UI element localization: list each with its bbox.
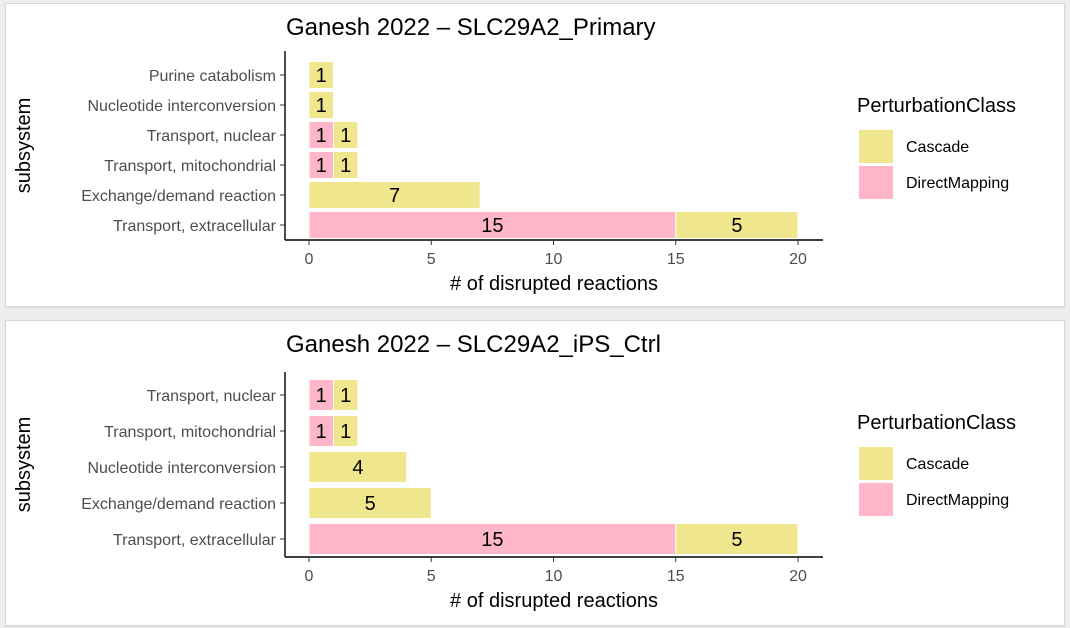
- x-tick-label: 5: [427, 568, 436, 585]
- x-tick-label: 15: [667, 251, 685, 268]
- bar-segment: [308, 451, 408, 483]
- chart-panel-ips-ctrl: Ganesh 2022 – SLC29A2_iPS_Ctrl 1 1 Transpor…: [5, 320, 1065, 626]
- bar-segment: [332, 151, 359, 179]
- bar-value-label: 5: [731, 529, 742, 551]
- bar-value-label: 15: [481, 215, 503, 237]
- bar-segment: [308, 181, 481, 209]
- y-tick-label: Purine catabolism: [149, 68, 276, 85]
- legend-key: [859, 447, 893, 480]
- bar-segment: [308, 487, 432, 519]
- legend-title: PerturbationClass: [857, 412, 1016, 434]
- y-axis-title: subsystem: [13, 417, 35, 513]
- bar-segment: [675, 523, 799, 555]
- chart-panel-primary: Ganesh 2022 – SLC29A2_Primary 1 Purine cat…: [5, 3, 1065, 307]
- x-tick-label: 10: [545, 251, 563, 268]
- bar-segment: [308, 523, 677, 555]
- x-tick-label: 0: [305, 251, 314, 268]
- bar-segment: [308, 61, 334, 89]
- bar-value-label: 1: [340, 385, 351, 407]
- legend-label: DirectMapping: [906, 175, 1009, 192]
- x-tick-label: 0: [305, 568, 314, 585]
- legend-key: [859, 166, 893, 199]
- bar-segment: [308, 121, 334, 149]
- y-tick-label: Exchange/demand reaction: [81, 188, 276, 205]
- bar-value-label: 5: [365, 493, 376, 515]
- bar-segment: [308, 151, 334, 179]
- bar-value-label: 1: [316, 95, 327, 117]
- bar-segment: [308, 379, 334, 411]
- legend-key: [859, 483, 893, 516]
- bar-segment: [308, 415, 334, 447]
- legend-title: PerturbationClass: [857, 95, 1016, 117]
- bar-chart-primary: Ganesh 2022 – SLC29A2_Primary 1 Purine cat…: [13, 14, 1016, 295]
- bar-value-label: 1: [316, 421, 327, 443]
- y-tick-label: Transport, mitochondrial: [104, 424, 276, 441]
- bar-value-label: 1: [316, 385, 327, 407]
- x-axis-title: # of disrupted reactions: [450, 590, 658, 612]
- legend-key: [859, 130, 893, 163]
- y-tick-label: Nucleotide interconversion: [87, 460, 276, 477]
- bar-value-label: 15: [481, 529, 503, 551]
- bar-value-label: 1: [340, 155, 351, 177]
- legend-label: Cascade: [906, 456, 969, 473]
- x-tick-label: 15: [667, 568, 685, 585]
- y-tick-label: Exchange/demand reaction: [81, 496, 276, 513]
- bar-segment: [332, 379, 359, 411]
- bar-value-label: 1: [316, 125, 327, 147]
- legend-label: DirectMapping: [906, 492, 1009, 509]
- bar-value-label: 7: [389, 185, 400, 207]
- bar-segment: [308, 91, 334, 119]
- x-tick-label: 5: [427, 251, 436, 268]
- x-tick-label: 20: [789, 251, 807, 268]
- chart-title: Ganesh 2022 – SLC29A2_iPS_Ctrl: [286, 331, 661, 358]
- bar-segment: [332, 415, 359, 447]
- bar-value-label: 5: [731, 215, 742, 237]
- legend-label: Cascade: [906, 139, 969, 156]
- bar-value-label: 4: [352, 457, 363, 479]
- y-tick-label: Transport, nuclear: [147, 128, 277, 145]
- x-axis-title: # of disrupted reactions: [450, 273, 658, 295]
- bar-value-label: 1: [316, 65, 327, 87]
- y-tick-label: Transport, nuclear: [147, 388, 277, 405]
- y-tick-label: Nucleotide interconversion: [87, 98, 276, 115]
- bar-value-label: 1: [340, 421, 351, 443]
- chart-title: Ganesh 2022 – SLC29A2_Primary: [286, 14, 656, 41]
- bar-value-label: 1: [316, 155, 327, 177]
- bar-value-label: 1: [340, 125, 351, 147]
- x-tick-label: 10: [545, 568, 563, 585]
- x-tick-label: 20: [789, 568, 807, 585]
- y-tick-label: Transport, mitochondrial: [104, 158, 276, 175]
- bar-segment: [332, 121, 359, 149]
- y-axis-title: subsystem: [13, 98, 35, 194]
- bar-segment: [675, 211, 799, 239]
- y-tick-label: Transport, extracellular: [113, 532, 277, 549]
- y-tick-label: Transport, extracellular: [113, 218, 277, 235]
